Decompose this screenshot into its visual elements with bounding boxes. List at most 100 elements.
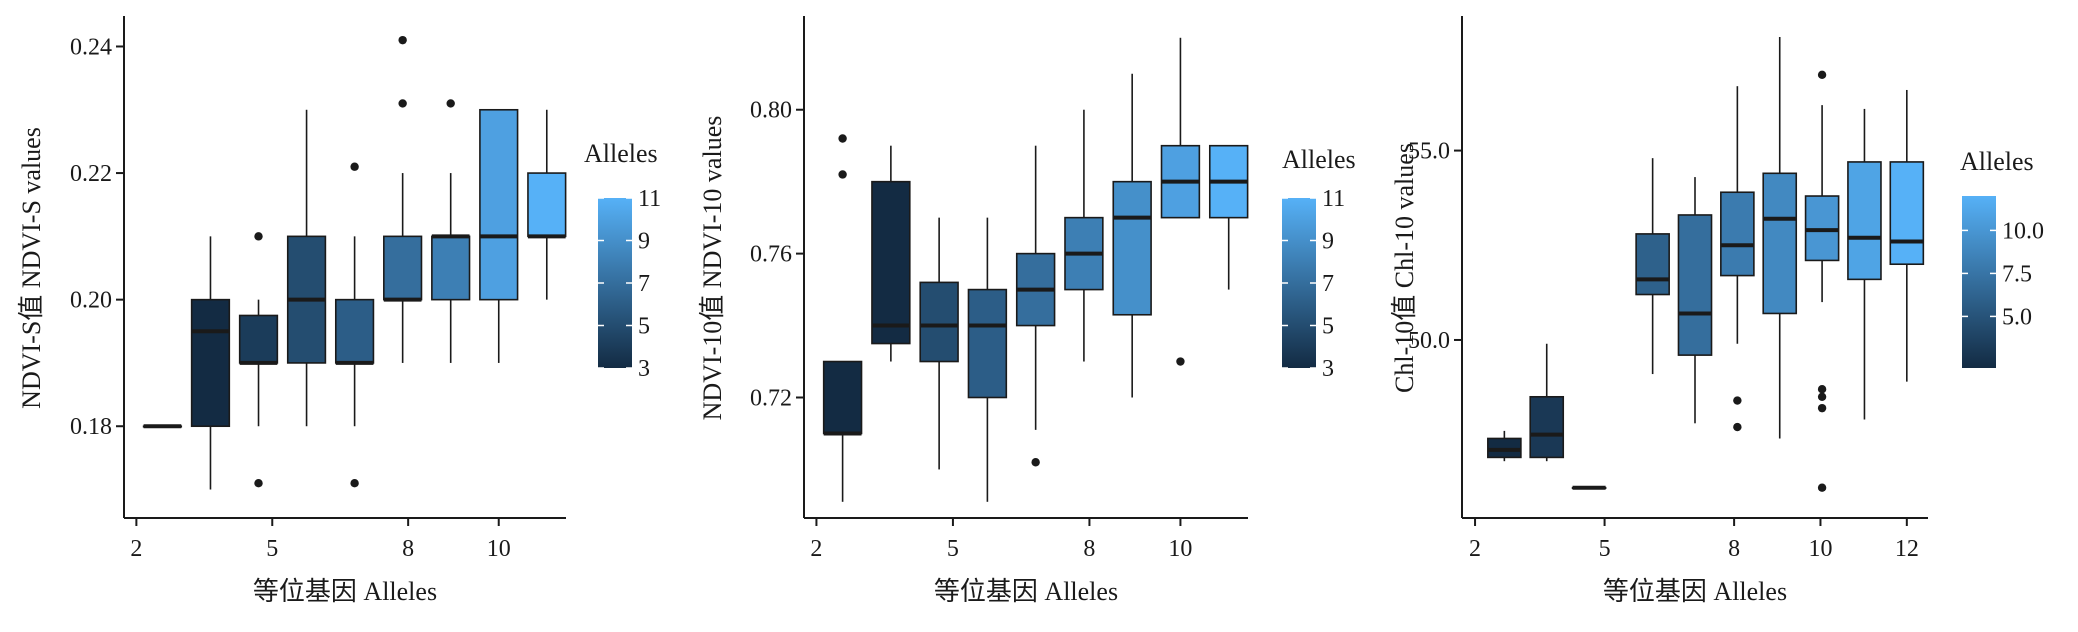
box-body (334, 298, 375, 364)
boxes (142, 35, 567, 490)
box-body (383, 235, 423, 301)
y-tick-label: 0.80 (750, 98, 792, 124)
legend: Alleles 5.0 7.5 10.0 (1960, 147, 2044, 368)
x-axis-title: 等位基因 Alleles (253, 577, 437, 606)
box-allele-10 (1160, 37, 1201, 366)
legend-tick-label: 3 (638, 356, 650, 382)
outlier-point (1817, 392, 1827, 401)
box-allele-3 (1529, 343, 1565, 462)
box-body (871, 180, 911, 345)
y-tick-label: 0.76 (750, 242, 792, 268)
legend-tick-label: 5 (638, 314, 650, 340)
box-allele-4 (238, 232, 279, 488)
outlier-point (350, 478, 359, 488)
box-body (1762, 172, 1798, 315)
box-allele-10 (1804, 70, 1840, 492)
x-ticks: 2 5 8 10 (130, 518, 511, 562)
box-body (1720, 191, 1755, 277)
box-body (479, 108, 519, 301)
outlier-point (1031, 458, 1040, 467)
box-allele-7 (1015, 145, 1056, 467)
outlier-point (1817, 403, 1827, 413)
box-allele-3 (190, 236, 231, 490)
y-ticks: 0.72 0.76 0.80 (750, 98, 804, 411)
box-allele-11 (1847, 108, 1882, 420)
box-allele-3 (871, 145, 911, 362)
box-body (527, 172, 567, 238)
colorbar (1962, 196, 1996, 368)
legend-tick-label: 9 (1322, 229, 1334, 255)
x-tick-label: 2 (1469, 536, 1481, 562)
x-tick-label: 2 (130, 536, 142, 562)
y-tick-label: 0.72 (750, 385, 792, 411)
legend: Alleles 3 5 7 9 11 (584, 139, 661, 382)
boxes (1487, 36, 1925, 492)
y-ticks: 50.0 55.0 (1408, 139, 1462, 354)
box-body (919, 281, 959, 363)
legend: Alleles 3 5 7 9 11 (1282, 145, 1356, 382)
box-body (1635, 233, 1670, 296)
outlier-point (398, 35, 407, 45)
box-body (822, 360, 863, 435)
box-body (1847, 161, 1882, 281)
x-tick-label: 5 (947, 536, 959, 562)
outlier-point (1733, 422, 1742, 432)
legend-tick-label: 7 (638, 271, 650, 297)
box-body (967, 288, 1008, 399)
box-allele-5 (919, 217, 959, 470)
box-body (1889, 161, 1925, 266)
x-tick-label: 10 (487, 536, 511, 562)
x-axis-title: 等位基因 Alleles (934, 577, 1118, 606)
box-allele-10 (479, 108, 519, 363)
box-body (190, 298, 231, 428)
box-allele-7 (1677, 177, 1713, 424)
box-allele-11 (527, 109, 567, 300)
x-tick-label: 8 (1728, 536, 1740, 562)
y-tick-label: 50.0 (1408, 328, 1450, 354)
outlier-point (1817, 70, 1827, 80)
y-axis-title: NDVI-S值 NDVI-S values (17, 127, 46, 409)
x-ticks: 2 5 8 10 12 (1469, 518, 1919, 562)
chart-panel-ndvi-10: 0.72 0.76 0.80 2 5 8 10 等位基因 Alleles NDVI-10值 ND… (698, 16, 1356, 606)
box-allele-12 (1889, 89, 1925, 382)
box-allele-6 (1635, 158, 1670, 375)
legend-tick-label: 5.0 (2002, 304, 2032, 330)
y-ticks: 0.18 0.20 0.22 0.24 (70, 34, 124, 440)
outlier-point (350, 162, 359, 171)
x-tick-label: 8 (402, 536, 414, 562)
legend-tick-label: 7.5 (2002, 261, 2032, 287)
box-allele-2 (142, 424, 183, 429)
outlier-point (1817, 385, 1827, 394)
chart-panel-chl-10: 50.0 55.0 2 5 8 10 12 等位基因 Alleles Chl-10值 Chl-1… (1390, 16, 2044, 606)
outlier-point (254, 232, 263, 241)
legend-title: Alleles (1960, 147, 2034, 176)
box-allele-9 (1112, 73, 1152, 398)
x-tick-label: 12 (1895, 536, 1919, 562)
outlier-point (838, 170, 847, 179)
box-allele-5 (286, 109, 327, 427)
x-tick-label: 5 (266, 536, 278, 562)
y-tick-label: 0.18 (70, 414, 112, 440)
x-tick-label: 8 (1083, 536, 1095, 562)
box-allele-9 (1762, 36, 1798, 439)
outlier-point (1817, 483, 1827, 492)
box-body (1529, 395, 1565, 459)
outlier-point (446, 99, 455, 108)
legend-tick-label: 7 (1322, 271, 1334, 297)
y-tick-label: 0.20 (70, 288, 112, 314)
x-tick-label: 10 (1808, 536, 1832, 562)
box-allele-8 (1720, 86, 1755, 432)
legend-tick-label: 10.0 (2002, 218, 2044, 244)
outlier-point (1176, 357, 1185, 366)
x-axis-title: 等位基因 Alleles (1603, 577, 1787, 606)
legend-tick-label: 5 (1322, 314, 1334, 340)
box-allele-6 (967, 217, 1008, 502)
chart-panel-ndvi-s: 0.18 0.20 0.22 0.24 2 5 8 10 等位基因 Alleles NDVI-S值… (17, 16, 661, 606)
y-tick-label: 0.24 (70, 34, 112, 60)
x-tick-label: 5 (1599, 536, 1611, 562)
outlier-point (254, 478, 263, 488)
x-tick-label: 10 (1168, 536, 1192, 562)
outlier-point (398, 99, 407, 108)
box-body (1112, 180, 1152, 316)
